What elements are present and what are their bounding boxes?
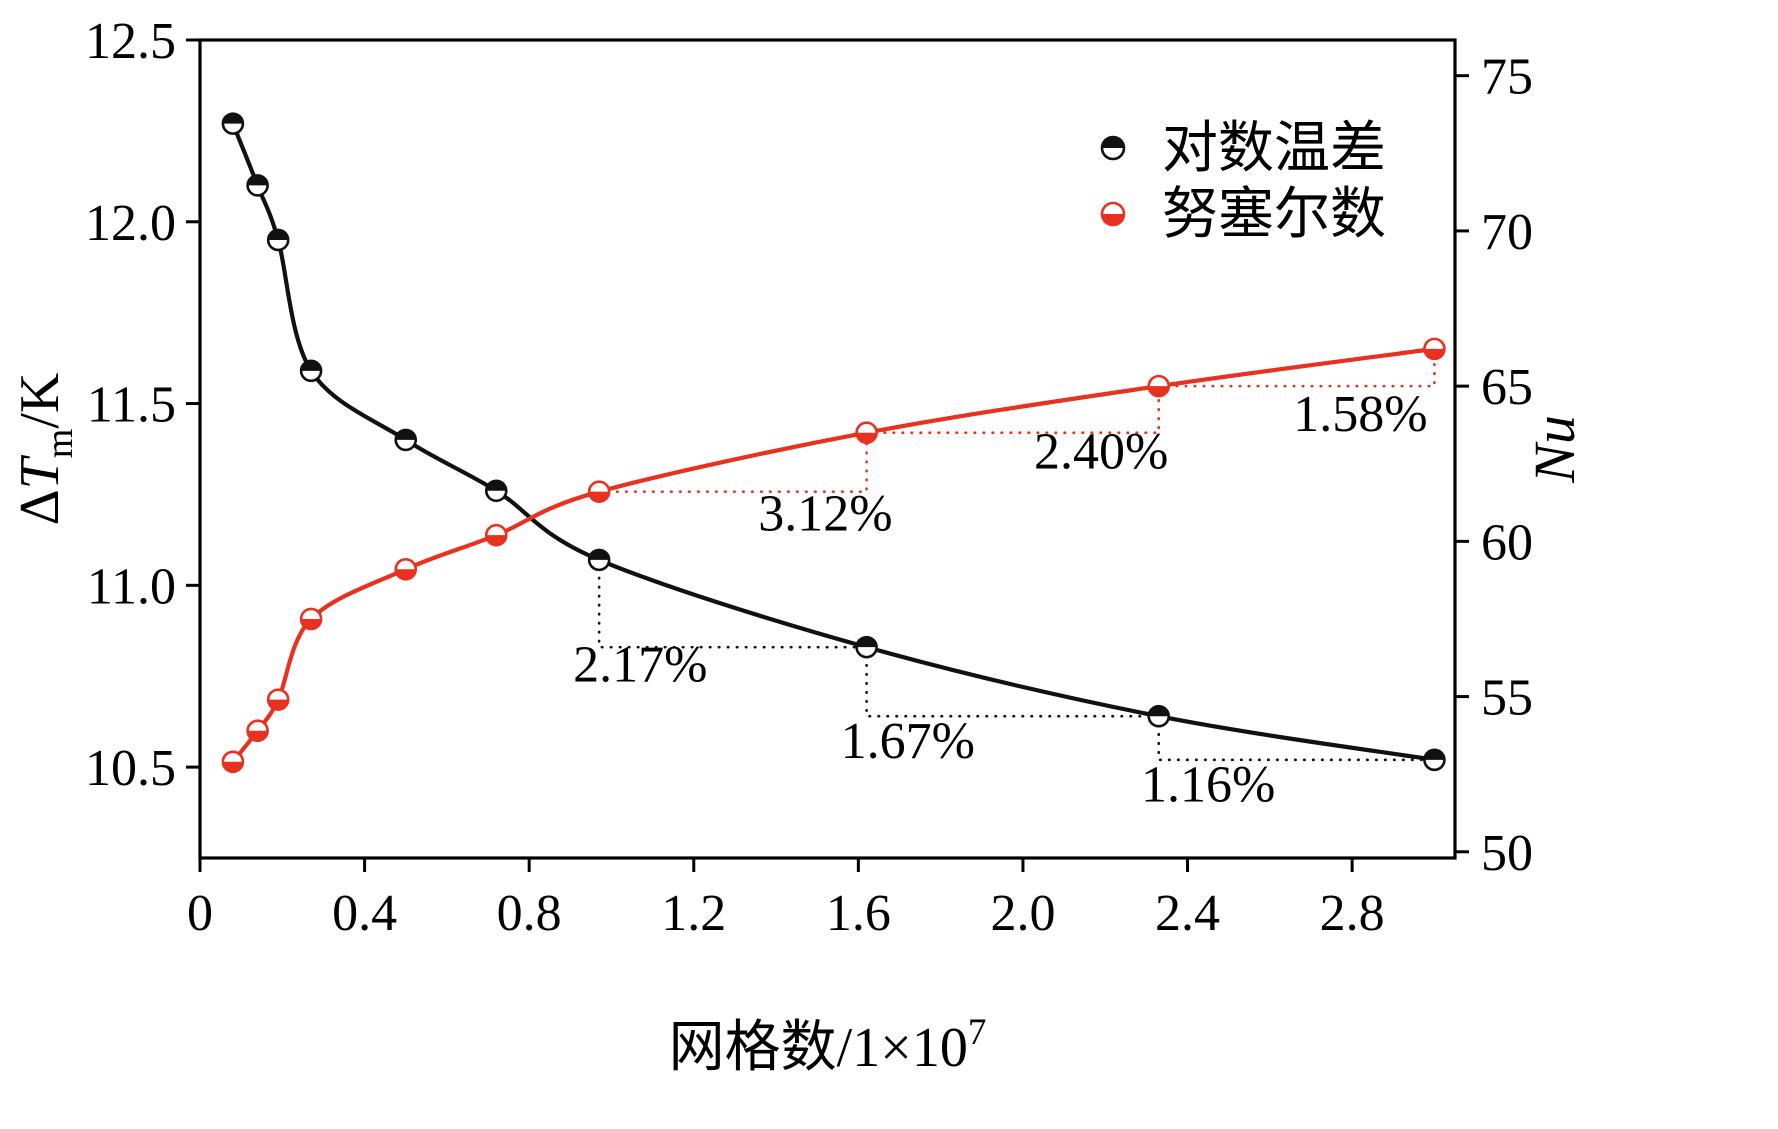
data-point-marker xyxy=(1147,704,1171,728)
marker-half-fill xyxy=(268,699,289,710)
legend-label: 努塞尔数 xyxy=(1162,184,1386,246)
marker-half-fill xyxy=(1148,386,1169,397)
y-left-tick-label: 10.5 xyxy=(85,740,176,797)
y-right-tick-label: 50 xyxy=(1481,825,1533,882)
x-tick-label: 0.4 xyxy=(332,885,397,942)
marker-half-fill xyxy=(301,618,322,629)
x-tick-label: 2.8 xyxy=(1320,885,1385,942)
legend-label: 对数温差 xyxy=(1162,118,1386,180)
marker-half-fill xyxy=(1148,706,1169,717)
y-right-tick-label: 60 xyxy=(1481,514,1533,571)
step-annotation: 1.67% xyxy=(841,645,1161,770)
marker-half-fill xyxy=(1102,137,1124,148)
marker-half-fill xyxy=(856,637,877,648)
marker-half-fill xyxy=(589,491,610,502)
data-point-marker xyxy=(221,750,245,774)
y-right-axis-title: Nu xyxy=(1522,415,1587,484)
step-annotation: 3.12% xyxy=(597,431,893,542)
data-point-marker xyxy=(855,635,878,659)
data-point-marker xyxy=(587,548,611,572)
x-axis: 0 0.4 0.8 1.2 1.6 2.0 2.4 2.8 网格数/1×107 xyxy=(187,858,1385,1079)
x-tick-label: 2.4 xyxy=(1155,885,1220,942)
data-point-marker xyxy=(266,228,290,252)
step-annotation: 2.17% xyxy=(573,558,868,694)
x-tick-label: 1.6 xyxy=(826,885,891,942)
step-percent-label: 2.40% xyxy=(1034,423,1168,480)
marker-half-fill xyxy=(1424,749,1445,760)
step-annotation: 1.58% xyxy=(1157,347,1436,443)
y-left-axis-title: ΔTm/K xyxy=(9,373,81,526)
step-percent-label: 3.12% xyxy=(758,485,892,542)
y-right-axis-title-text: Nu xyxy=(1522,415,1587,484)
step-annotation: 2.40% xyxy=(865,384,1168,480)
y-right-tick-label: 55 xyxy=(1481,670,1533,727)
data-point-marker xyxy=(221,112,245,135)
y-left-tick-label: 12.0 xyxy=(85,195,176,252)
y-axis-left: 10.5 11.0 11.5 12.0 12.5 ΔTm/K xyxy=(9,13,200,797)
marker-half-fill xyxy=(247,175,268,186)
data-point-marker xyxy=(394,557,418,581)
step-dotted-line xyxy=(865,384,1161,435)
step-percent-label: 1.67% xyxy=(841,713,975,770)
x-axis-title: 网格数/1×107 xyxy=(669,1012,987,1079)
marker-half-fill xyxy=(1102,214,1124,225)
step-percent-label: 1.16% xyxy=(1141,757,1275,814)
marker-half-fill xyxy=(222,113,243,124)
data-point-marker xyxy=(394,428,418,452)
y-left-axis-title-text: ΔTm/K xyxy=(9,373,81,526)
plot-frame xyxy=(198,38,1457,860)
legend-item: 努塞尔数 xyxy=(1100,184,1386,246)
y-axis-right: 50 55 60 65 70 75 Nu xyxy=(1455,49,1587,882)
marker-half-fill xyxy=(589,549,610,560)
step-percent-label: 1.58% xyxy=(1293,386,1427,443)
y-right-tick-label: 70 xyxy=(1481,204,1533,261)
series-curve xyxy=(230,346,1437,764)
legend-marker xyxy=(1100,135,1126,161)
x-tick-label: 0 xyxy=(187,885,213,942)
y-left-tick-label: 11.0 xyxy=(87,558,176,615)
step-percent-label: 2.17% xyxy=(573,637,707,694)
marker-half-fill xyxy=(486,480,507,491)
data-point-marker xyxy=(266,688,290,711)
data-point-marker xyxy=(1423,748,1446,772)
marker-half-fill xyxy=(1424,348,1445,359)
y-left-tick-label: 12.5 xyxy=(85,13,176,70)
marker-half-fill xyxy=(222,761,243,772)
data-point-marker xyxy=(246,719,269,743)
data-point-marker xyxy=(299,359,323,383)
data-point-marker xyxy=(1423,337,1446,361)
series-log-mean-temp-diff xyxy=(221,112,1446,772)
y-left-tick-label: 11.5 xyxy=(87,377,176,434)
marker-half-fill xyxy=(247,730,268,741)
marker-half-fill xyxy=(301,360,322,371)
y-right-tick-label: 75 xyxy=(1481,49,1533,106)
marker-half-fill xyxy=(486,535,507,546)
data-point-marker xyxy=(855,421,878,445)
data-point-marker xyxy=(484,523,508,547)
legend-marker xyxy=(1100,201,1126,227)
data-point-marker xyxy=(1147,374,1171,398)
marker-half-fill xyxy=(395,429,416,440)
marker-half-fill xyxy=(856,432,877,443)
x-tick-label: 2.0 xyxy=(990,885,1055,942)
y-right-tick-label: 65 xyxy=(1481,359,1533,416)
data-point-marker xyxy=(246,174,269,197)
legend-item: 对数温差 xyxy=(1100,118,1386,180)
series-nusselt-number xyxy=(221,337,1446,774)
data-point-marker xyxy=(299,607,323,631)
step-dotted-line xyxy=(597,431,868,493)
x-tick-label: 0.8 xyxy=(497,885,562,942)
x-tick-label: 1.2 xyxy=(661,885,726,942)
step-annotation: 1.16% xyxy=(1141,714,1436,814)
data-point-marker xyxy=(587,480,611,503)
marker-half-fill xyxy=(268,229,289,240)
marker-half-fill xyxy=(395,569,416,580)
data-point-marker xyxy=(484,479,508,503)
step-annotations: 2.17% 1.67% 1.16% 3.12% 2.40% 1.58% xyxy=(573,347,1436,814)
